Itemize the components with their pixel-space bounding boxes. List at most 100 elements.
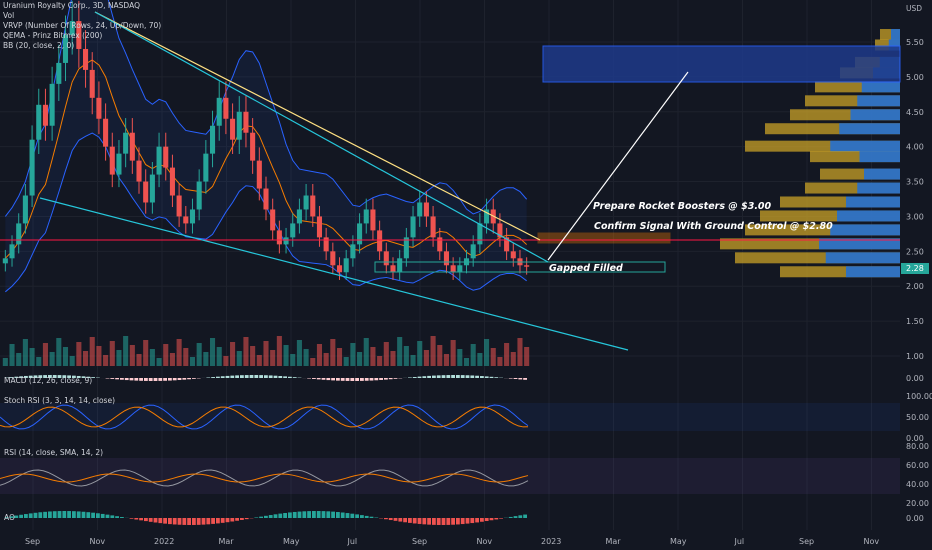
macd-bar xyxy=(523,378,527,380)
volume-bar xyxy=(296,340,302,366)
candle-body xyxy=(256,160,262,189)
ao-bar xyxy=(192,518,196,525)
macd-bar xyxy=(264,375,268,378)
indicator-tick: 20.00 xyxy=(906,499,929,508)
candle-body xyxy=(343,258,349,273)
ao-bar xyxy=(168,518,172,525)
candle-body xyxy=(196,181,202,210)
ao-bar xyxy=(67,511,71,518)
candle-body xyxy=(504,237,510,252)
volume-bar xyxy=(203,352,209,366)
volume-bar xyxy=(484,339,490,366)
ao-bar xyxy=(326,511,331,518)
macd-bar xyxy=(336,378,340,381)
volume-bar xyxy=(256,355,262,366)
ao-bar xyxy=(403,518,407,523)
candle-body xyxy=(296,209,302,224)
ao-bar xyxy=(139,518,143,521)
macd-bar xyxy=(470,375,475,378)
macd-bar xyxy=(441,375,446,378)
target-box xyxy=(542,45,901,83)
ao-bar xyxy=(523,514,527,518)
macd-bar xyxy=(230,375,235,378)
profile-bar-down xyxy=(891,29,900,41)
candle-body xyxy=(103,118,109,147)
macd-bar xyxy=(81,376,86,378)
ao-bar xyxy=(196,518,201,525)
ao-bar xyxy=(14,515,19,518)
profile-bar-down xyxy=(839,123,900,135)
volume-bar xyxy=(69,356,75,366)
volume-bar xyxy=(283,345,289,366)
ao-bar xyxy=(273,514,278,518)
macd-bar xyxy=(259,375,263,378)
ao-bar xyxy=(446,518,451,525)
ao-bar xyxy=(206,518,211,525)
ao-bar xyxy=(307,511,311,518)
profile-bar-down xyxy=(846,266,900,278)
volume-bar xyxy=(209,338,216,366)
macd-bar xyxy=(465,375,470,378)
vol-legend[interactable]: Vol xyxy=(3,11,15,20)
macd-bar xyxy=(321,378,326,380)
ao-bar xyxy=(470,518,475,524)
candle-body xyxy=(62,35,69,63)
volume-bar xyxy=(83,351,89,366)
macd-bar xyxy=(172,378,177,381)
volume-bar xyxy=(263,341,269,366)
rocket-note: Prepare Rocket Boosters @ $3.00 xyxy=(593,201,772,212)
ao-bar xyxy=(460,518,465,525)
y-tick-label: 3.00 xyxy=(906,212,924,221)
vrvp-legend[interactable]: VRVP (Number Of Rows, 24, Up/Down, 70) xyxy=(3,21,162,30)
volume-bar xyxy=(490,348,496,366)
volume-bar xyxy=(123,336,129,366)
rsi-line xyxy=(0,469,529,487)
macd-bar xyxy=(249,375,254,378)
profile-bar xyxy=(780,196,900,208)
ao-bar xyxy=(96,513,100,518)
macd-bar xyxy=(513,378,518,380)
rsi-label: RSI (14, close, SMA, 14, 2) xyxy=(4,448,103,457)
candle-body xyxy=(250,132,256,161)
macd-bar xyxy=(456,375,460,378)
candle-body xyxy=(316,216,323,238)
ao-bar xyxy=(235,518,239,521)
ao-bar xyxy=(384,518,388,520)
candle-body xyxy=(330,251,336,266)
macd-bar xyxy=(124,378,129,381)
volume-bar xyxy=(363,338,369,366)
ao-bar xyxy=(52,511,57,518)
x-tick-label: May xyxy=(283,537,300,546)
macd-bar xyxy=(384,378,388,380)
volume-bar xyxy=(136,354,142,366)
volume-bar xyxy=(29,348,35,366)
trend-drawings[interactable] xyxy=(0,11,901,351)
candle-body xyxy=(163,146,169,168)
candle-body xyxy=(484,209,490,224)
ao-bar xyxy=(86,512,91,518)
macd-bar xyxy=(412,377,417,378)
indicator-tick: 40.00 xyxy=(906,480,929,489)
candle-body xyxy=(363,209,369,224)
volume-bar xyxy=(62,347,69,366)
ao-bar xyxy=(369,516,374,518)
symbol-title[interactable]: Uranium Royalty Corp., 3D, NASDAQ xyxy=(3,1,140,10)
qema-legend[interactable]: QEMA - Prinz Bitmex (200) xyxy=(3,31,103,40)
ao-bar xyxy=(484,518,489,522)
volume-bar xyxy=(223,356,229,366)
x-tick-label: Sep xyxy=(25,537,40,546)
volume-bar xyxy=(243,337,249,366)
ao-bar xyxy=(268,515,273,518)
candle-body xyxy=(49,83,55,126)
bb-legend[interactable]: BB (20, close, 2, 0) xyxy=(3,41,75,50)
macd-bar xyxy=(244,375,249,378)
candle-body xyxy=(96,97,102,119)
candlestick-series xyxy=(2,0,530,280)
x-tick-label: Jul xyxy=(734,537,745,546)
volume-bar xyxy=(216,347,222,366)
profile-bar-down xyxy=(819,238,900,250)
macd-bar xyxy=(216,376,220,378)
volume-bar xyxy=(236,351,242,366)
ao-bar xyxy=(475,518,479,523)
